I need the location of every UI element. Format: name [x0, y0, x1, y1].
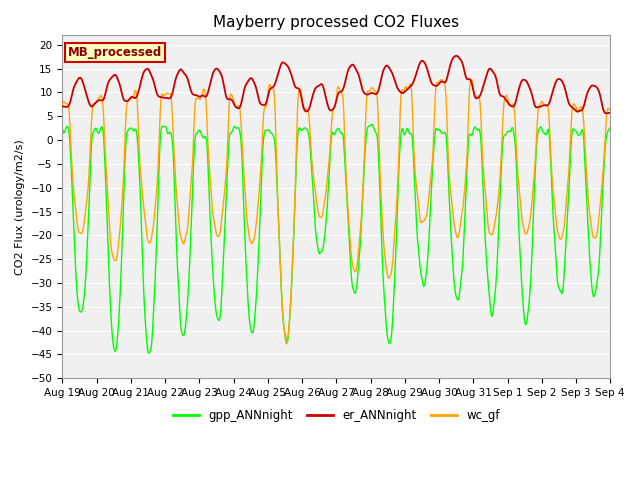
Title: Mayberry processed CO2 Fluxes: Mayberry processed CO2 Fluxes [213, 15, 460, 30]
Y-axis label: CO2 Flux (urology/m2/s): CO2 Flux (urology/m2/s) [15, 139, 25, 275]
Legend: gpp_ANNnight, er_ANNnight, wc_gf: gpp_ANNnight, er_ANNnight, wc_gf [168, 405, 504, 427]
Text: MB_processed: MB_processed [68, 46, 162, 59]
